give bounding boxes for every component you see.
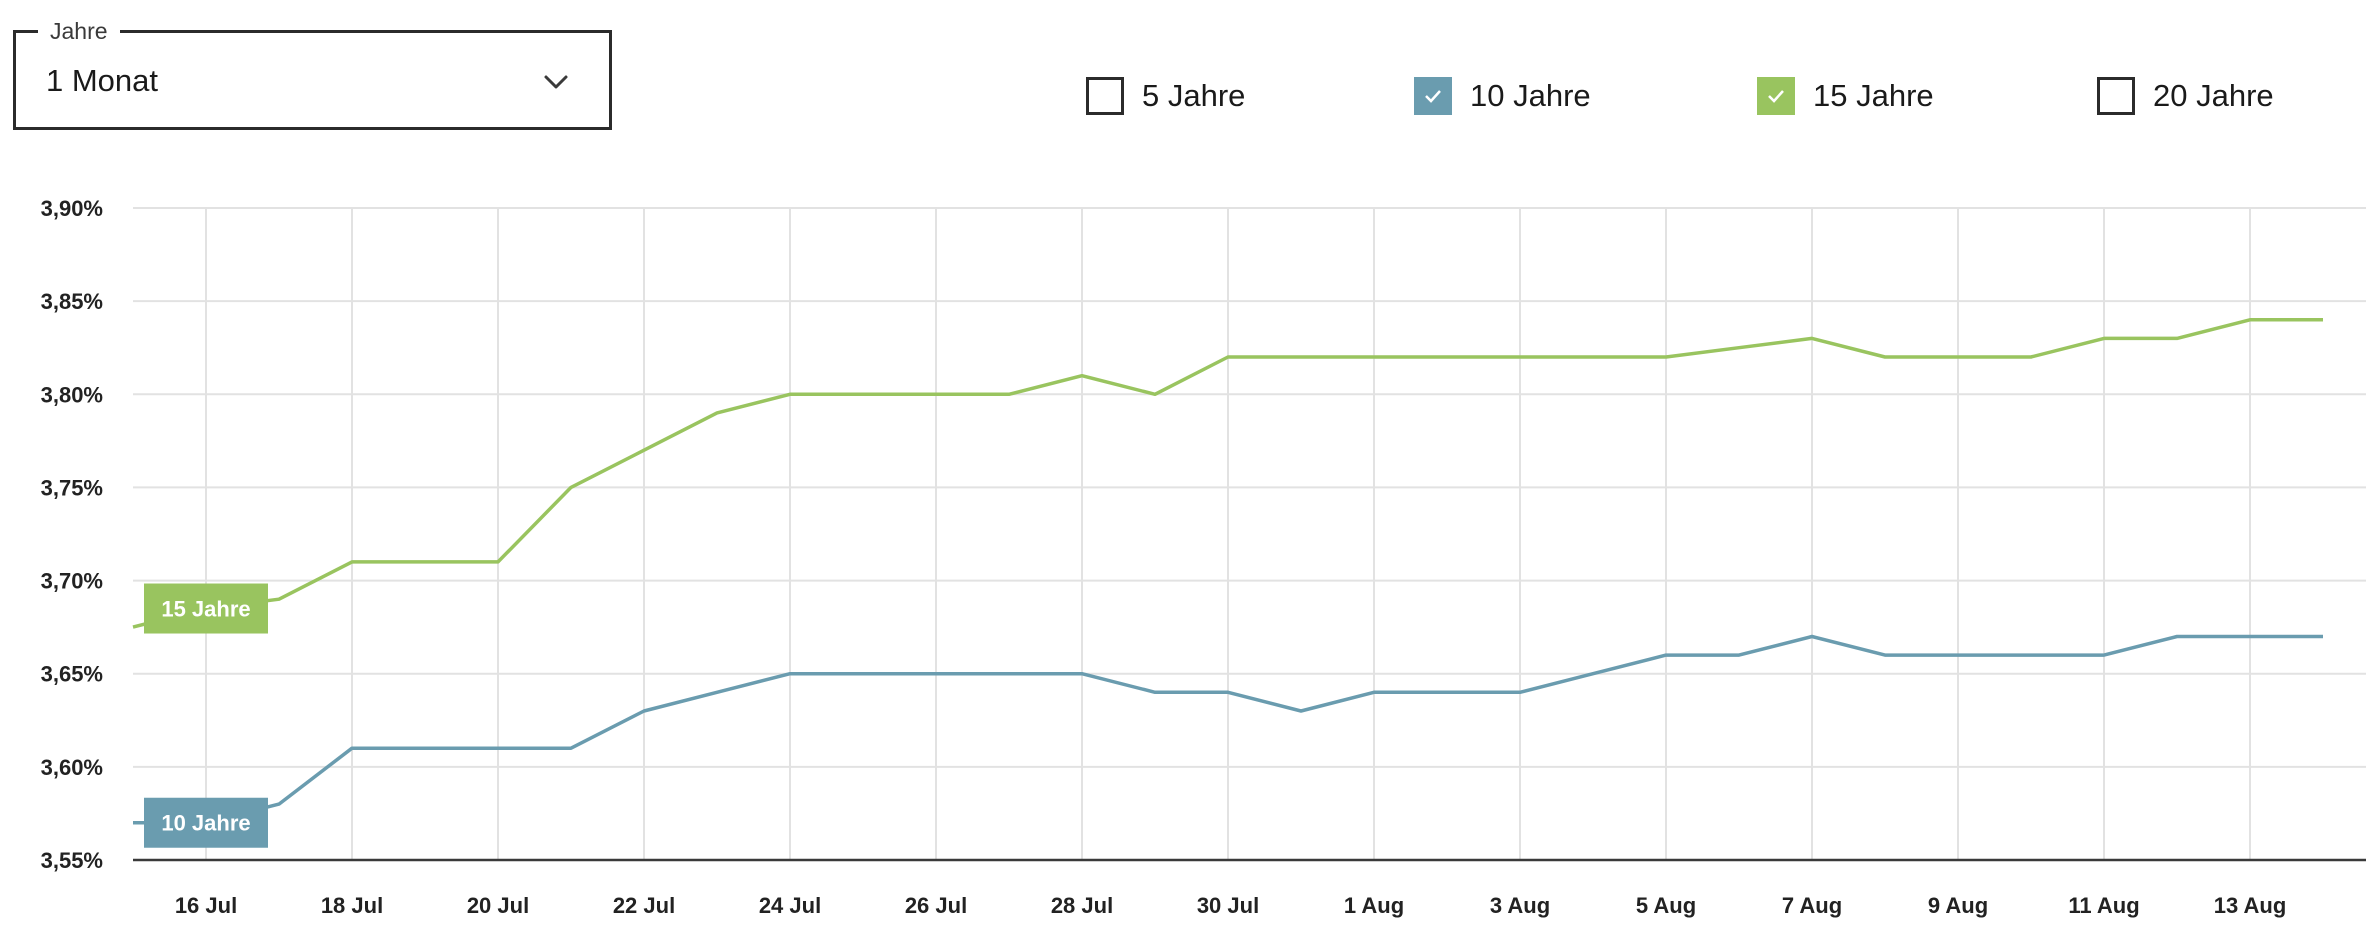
x-tick-label: 18 Jul [321,893,383,918]
x-tick-label: 7 Aug [1782,893,1842,918]
series-tag-label: 10 Jahre [161,811,250,836]
x-tick-label: 1 Aug [1344,893,1404,918]
checkbox-20-jahre[interactable] [2097,77,2135,115]
y-tick-label: 3,75% [41,475,103,500]
series-line-10-jahre [133,634,2323,825]
series-tag-label: 15 Jahre [161,597,250,622]
series-tag-box [144,797,268,848]
x-tick-label: 26 Jul [905,893,967,918]
y-tick-label: 3,85% [41,289,103,314]
filter-label: 10 Jahre [1470,78,1591,113]
x-tick-label: 20 Jul [467,893,529,918]
filter-15-jahre[interactable]: 15 Jahre [1757,76,1934,116]
checkmark-icon [1425,90,1441,103]
x-tick-label: 13 Aug [2214,893,2287,918]
series-line-15-jahre [132,318,2323,629]
checkmark-icon [1768,90,1784,103]
checkbox-10-jahre[interactable] [1414,77,1452,115]
x-tick-label: 30 Jul [1197,893,1259,918]
x-tick-label: 28 Jul [1051,893,1113,918]
filter-label: 5 Jahre [1142,78,1246,113]
x-tick-label: 22 Jul [613,893,675,918]
series-tag-box [144,583,268,634]
x-tick-label: 16 Jul [175,893,237,918]
y-tick-label: 3,90% [41,196,103,221]
years-range-select[interactable]: Jahre 1 Monat [13,17,612,130]
y-tick-label: 3,55% [41,848,103,873]
checkbox-5-jahre[interactable] [1086,77,1124,115]
filter-20-jahre[interactable]: 20 Jahre [2097,76,2274,116]
years-range-legend: Jahre [38,17,120,45]
y-tick-label: 3,70% [41,569,103,594]
y-tick-label: 3,80% [41,382,103,407]
x-tick-label: 9 Aug [1928,893,1988,918]
years-range-value: 1 Monat [46,63,159,98]
x-tick-label: 3 Aug [1490,893,1550,918]
filter-label: 20 Jahre [2153,78,2274,113]
x-tick-label: 5 Aug [1636,893,1696,918]
x-tick-label: 24 Jul [759,893,821,918]
filter-10-jahre[interactable]: 10 Jahre [1414,76,1591,116]
filter-label: 15 Jahre [1813,78,1934,113]
x-tick-label: 11 Aug [2068,893,2139,918]
chevron-down-icon [544,75,568,89]
checkbox-15-jahre[interactable] [1757,77,1795,115]
y-tick-label: 3,65% [41,662,103,687]
filter-5-jahre[interactable]: 5 Jahre [1086,76,1245,116]
y-tick-label: 3,60% [41,755,103,780]
